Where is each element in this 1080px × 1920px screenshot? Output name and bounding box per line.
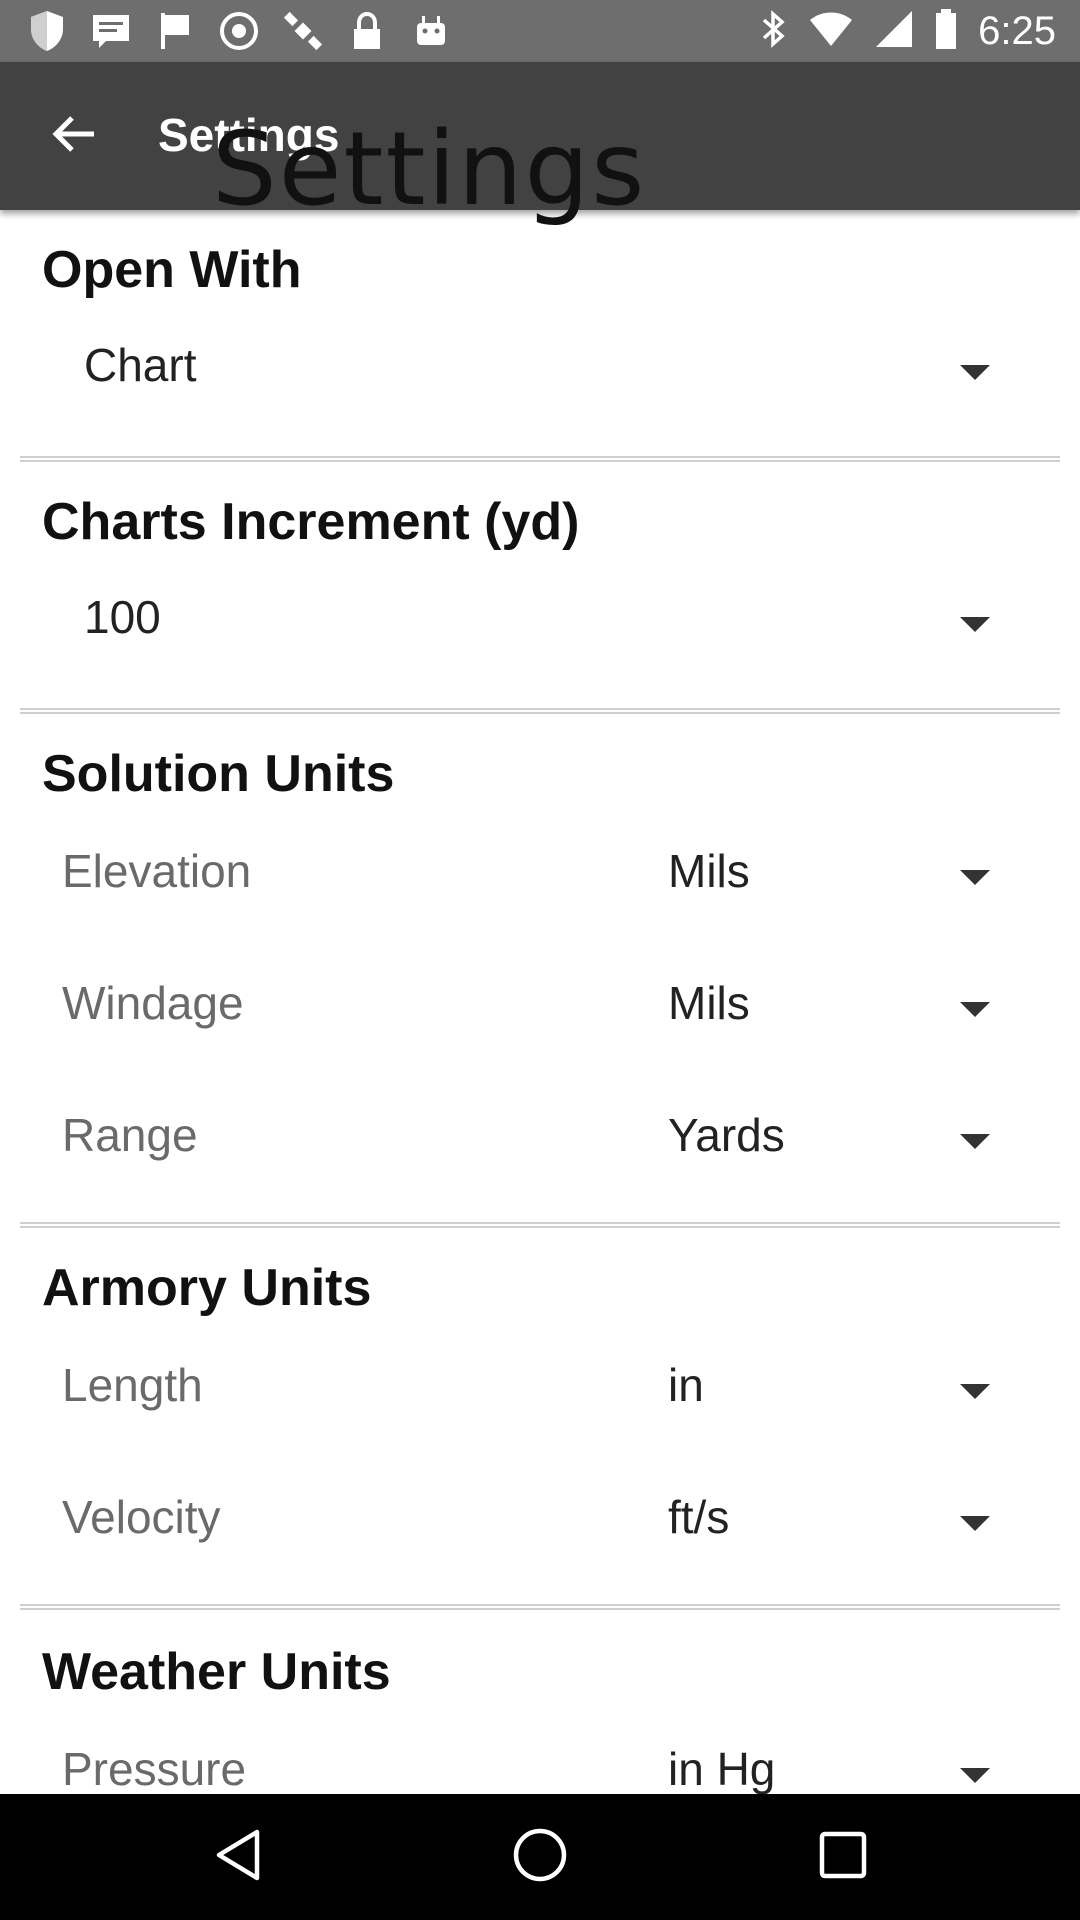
divider bbox=[20, 1604, 1060, 1610]
section-title-weather-units: Weather Units bbox=[42, 1643, 391, 1701]
charts-increment-dropdown[interactable]: 100 bbox=[42, 562, 1042, 682]
section-title-armory-units: Armory Units bbox=[42, 1259, 372, 1317]
elevation-value: Mils bbox=[668, 845, 750, 897]
pressure-value: in Hg bbox=[668, 1743, 776, 1794]
status-time: 6:25 bbox=[978, 8, 1056, 53]
status-bar: 6:25 bbox=[0, 0, 1080, 62]
nav-home-button[interactable] bbox=[500, 1817, 580, 1897]
windage-label: Windage bbox=[62, 977, 244, 1029]
elevation-row: Elevation Mils bbox=[0, 814, 1080, 934]
windage-value: Mils bbox=[668, 977, 750, 1029]
section-title-solution-units: Solution Units bbox=[42, 745, 395, 803]
length-label: Length bbox=[62, 1359, 203, 1411]
windage-dropdown[interactable]: Mils bbox=[650, 946, 1030, 1066]
nav-recents-button[interactable] bbox=[803, 1817, 883, 1897]
shield-icon bbox=[24, 8, 70, 54]
fake-gps-icon bbox=[216, 8, 262, 54]
arrow-left-icon bbox=[52, 114, 96, 159]
velocity-value: ft/s bbox=[668, 1491, 730, 1543]
range-row: Range Yards bbox=[0, 1078, 1080, 1198]
open-with-dropdown[interactable]: Chart bbox=[42, 310, 1042, 430]
range-dropdown[interactable]: Yards bbox=[650, 1078, 1030, 1198]
divider bbox=[20, 456, 1060, 462]
dropdown-caret-icon bbox=[960, 1384, 990, 1399]
recents-square-icon bbox=[818, 1830, 868, 1885]
velocity-label: Velocity bbox=[62, 1491, 221, 1543]
velocity-dropdown[interactable]: ft/s bbox=[650, 1460, 1030, 1580]
page-title: Settings bbox=[158, 109, 340, 161]
android-icon bbox=[408, 8, 454, 54]
app-bar: Settings Settings bbox=[0, 62, 1080, 229]
navigation-bar bbox=[0, 1794, 1080, 1920]
dropdown-caret-icon bbox=[960, 870, 990, 885]
charts-increment-value: 100 bbox=[84, 591, 161, 643]
elevation-label: Elevation bbox=[62, 845, 252, 897]
battery-icon bbox=[934, 8, 958, 55]
dropdown-caret-icon bbox=[960, 1002, 990, 1017]
wifi-icon bbox=[808, 10, 854, 53]
range-value: Yards bbox=[668, 1109, 785, 1161]
pressure-dropdown[interactable]: in Hg bbox=[650, 1712, 1030, 1794]
length-value: in bbox=[668, 1359, 704, 1411]
velocity-row: Velocity ft/s bbox=[0, 1460, 1080, 1580]
dropdown-caret-icon bbox=[960, 617, 990, 632]
open-with-value: Chart bbox=[84, 339, 197, 391]
section-title-open-with: Open With bbox=[42, 241, 302, 299]
windage-row: Windage Mils bbox=[0, 946, 1080, 1066]
section-title-charts-increment: Charts Increment (yd) bbox=[42, 493, 580, 551]
nav-back-button[interactable] bbox=[198, 1817, 278, 1897]
lock-icon bbox=[344, 8, 390, 54]
divider bbox=[20, 708, 1060, 714]
bluetooth-icon bbox=[760, 8, 788, 55]
pressure-row: Pressure in Hg bbox=[0, 1712, 1080, 1794]
dropdown-caret-icon bbox=[960, 365, 990, 380]
dropdown-caret-icon bbox=[960, 1768, 990, 1783]
home-circle-icon bbox=[512, 1827, 568, 1888]
satellite-icon bbox=[280, 8, 326, 54]
page-title-overlay: Settings bbox=[212, 110, 647, 229]
divider bbox=[20, 1222, 1060, 1228]
pressure-label: Pressure bbox=[62, 1743, 247, 1794]
elevation-dropdown[interactable]: Mils bbox=[650, 814, 1030, 934]
dropdown-caret-icon bbox=[960, 1516, 990, 1531]
back-button[interactable] bbox=[36, 98, 112, 174]
length-dropdown[interactable]: in bbox=[650, 1328, 1030, 1448]
message-icon bbox=[88, 8, 134, 54]
signal-icon bbox=[874, 9, 914, 54]
flag-icon bbox=[152, 8, 198, 54]
back-triangle-icon bbox=[213, 1828, 263, 1887]
length-row: Length in bbox=[0, 1328, 1080, 1448]
range-label: Range bbox=[62, 1109, 198, 1161]
dropdown-caret-icon bbox=[960, 1134, 990, 1149]
